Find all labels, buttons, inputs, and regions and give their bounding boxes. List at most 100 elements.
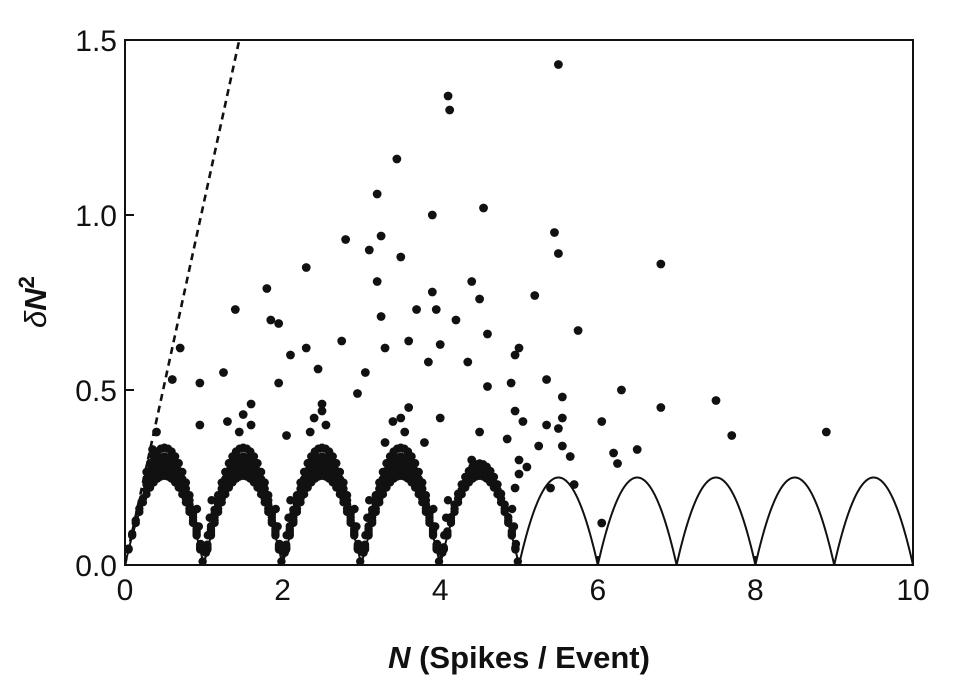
data-point (303, 459, 312, 468)
data-point (445, 105, 455, 115)
data-point (210, 505, 219, 514)
data-point (400, 427, 410, 437)
data-point (483, 382, 492, 391)
data-point (500, 500, 509, 509)
data-point (382, 459, 391, 468)
y-axis-title: δN2 (14, 276, 53, 328)
data-point (353, 389, 362, 398)
data-point (727, 431, 737, 440)
data-point (632, 445, 642, 454)
x-tick-label: 4 (432, 574, 449, 607)
data-point (446, 512, 456, 522)
data-point (597, 518, 607, 528)
data-point (296, 478, 305, 487)
data-point (427, 287, 437, 297)
data-point (443, 91, 453, 101)
data-point (475, 427, 484, 437)
data-point (443, 527, 452, 536)
data-point (507, 504, 517, 514)
y-tick-label: 0.0 (75, 550, 117, 583)
data-point (479, 203, 488, 213)
data-point (573, 326, 583, 335)
data-point (249, 452, 259, 461)
y-tick-label: 0.5 (75, 375, 117, 408)
data-point (404, 403, 414, 412)
data-point (656, 403, 666, 412)
data-point (467, 277, 477, 286)
data-point (557, 392, 567, 402)
data-point (221, 467, 230, 477)
data-point (418, 484, 427, 493)
data-point (342, 491, 352, 500)
data-point (509, 522, 519, 531)
x-axis-variable: N (388, 640, 411, 675)
data-point (135, 504, 144, 513)
data-point (380, 438, 390, 447)
data-point (266, 315, 276, 325)
data-point (292, 491, 302, 500)
data-point (224, 459, 234, 468)
data-point (317, 399, 327, 409)
data-point (285, 522, 294, 531)
data-point (238, 410, 248, 419)
data-point (506, 378, 516, 388)
data-point (273, 522, 282, 531)
data-point (565, 452, 575, 461)
data-point (213, 491, 223, 500)
data-point (434, 557, 444, 565)
data-point (530, 291, 540, 300)
data-point (198, 557, 207, 565)
data-point (328, 452, 337, 461)
data-point (356, 557, 365, 565)
data-point (443, 496, 453, 505)
data-point (554, 249, 563, 258)
data-point (339, 478, 348, 487)
x-tick-label: 8 (747, 574, 764, 607)
data-point (274, 319, 284, 328)
data-point (125, 544, 133, 553)
data-point (195, 420, 205, 430)
data-point (195, 378, 205, 388)
data-point (219, 368, 228, 377)
data-point (170, 452, 180, 461)
data-point (286, 350, 295, 360)
data-point (489, 472, 499, 482)
minimum-variance-curve (125, 476, 913, 565)
data-point (542, 420, 551, 430)
data-point (364, 522, 373, 531)
data-point (542, 375, 551, 384)
data-point (282, 431, 291, 440)
data-point (286, 496, 295, 505)
data-point (522, 462, 532, 472)
y-tick-label: 1.5 (75, 25, 117, 58)
y-axis-variable: N (18, 288, 53, 311)
data-point (145, 459, 155, 468)
data-point (380, 343, 390, 353)
data-point (617, 385, 626, 395)
data-point (457, 480, 466, 489)
data-point (305, 427, 315, 437)
data-point (375, 478, 384, 487)
data-point (246, 399, 256, 409)
data-point (367, 505, 377, 514)
data-point (365, 496, 374, 505)
data-point (181, 478, 191, 487)
data-point (364, 245, 374, 255)
data-point (514, 469, 524, 479)
data-point (493, 480, 502, 489)
data-point (504, 512, 513, 522)
data-point (392, 154, 402, 164)
data-point (510, 406, 520, 416)
data-point (432, 539, 442, 549)
data-point (418, 478, 427, 487)
data-point (514, 455, 524, 465)
data-point (431, 522, 440, 531)
data-point (152, 427, 161, 437)
data-point (217, 478, 226, 487)
data-point (174, 459, 183, 468)
data-point (372, 277, 382, 286)
data-point (321, 420, 331, 430)
data-point (502, 434, 512, 444)
data-point (450, 500, 459, 509)
data-point (360, 540, 370, 549)
